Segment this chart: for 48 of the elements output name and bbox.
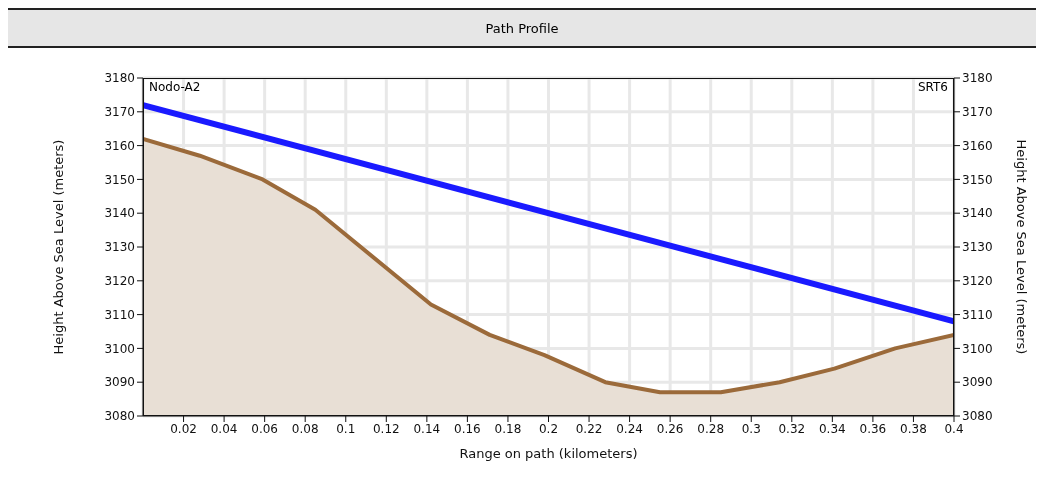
x-tick-label: 0.36 — [859, 421, 887, 436]
x-tick-label: 0.22 — [575, 421, 603, 436]
x-tick-label: 0.38 — [900, 421, 927, 436]
x-tick-label: 0.2 — [538, 421, 559, 436]
y-tick-label: 3120 — [104, 274, 135, 289]
y2-tick-label: 3180 — [962, 71, 993, 86]
y-axis-title: Height Above Sea Level (meters) — [50, 139, 66, 355]
y-tick-label: 3080 — [104, 409, 135, 424]
x-tick-label: 0.1 — [336, 421, 356, 436]
chart-title: Path Profile — [8, 8, 1036, 48]
y-tick-label: 3110 — [104, 307, 135, 322]
y-tick-label: 3180 — [104, 71, 135, 86]
y-tick-label: 3150 — [104, 172, 135, 187]
y-tick-label: 3170 — [104, 105, 135, 120]
y2-tick-label: 3120 — [962, 274, 993, 289]
x-tick-label: 0.16 — [454, 421, 481, 436]
x-tick-label: 0.04 — [210, 421, 238, 436]
x-tick-label: 0.34 — [818, 421, 846, 436]
x-tick-label: 0.08 — [291, 421, 319, 436]
y2-tick-label: 3110 — [962, 307, 993, 322]
x-tick-label: 0.4 — [944, 421, 964, 436]
y2-tick-label: 3140 — [962, 206, 993, 221]
y2-tick-label: 3170 — [962, 105, 993, 120]
annotation: Nodo-A2 — [149, 80, 201, 94]
x-tick-label: 0.24 — [616, 421, 643, 436]
x-tick-label: 0.12 — [372, 421, 400, 436]
y2-tick-label: 3080 — [962, 409, 993, 424]
x-tick-label: 0.32 — [778, 421, 806, 436]
y2-tick-label: 3160 — [962, 138, 993, 153]
x-tick-label: 0.28 — [697, 421, 725, 436]
y-tick-label: 3140 — [104, 206, 135, 221]
y-tick-label: 3090 — [104, 375, 135, 390]
y-tick-label: 3160 — [104, 138, 135, 153]
x-tick-label: 0.06 — [251, 421, 279, 436]
x-tick-label: 0.02 — [170, 421, 197, 436]
y2-tick-label: 3130 — [962, 240, 993, 255]
x-tick-label: 0.14 — [413, 421, 441, 436]
annotation: SRT6 — [916, 80, 948, 94]
x-axis-title: Range on path (kilometers) — [459, 446, 638, 461]
y2-tick-label: 3100 — [962, 341, 993, 356]
x-tick-label: 0.3 — [741, 421, 761, 436]
y2-tick-label: 3150 — [962, 172, 993, 187]
y-tick-label: 3100 — [104, 341, 135, 356]
y-tick-label: 3130 — [104, 240, 135, 255]
y2-tick-label: 3090 — [962, 375, 993, 390]
y2-axis-title: Height Above Sea Level (meters) — [1014, 139, 1030, 355]
x-tick-label: 0.26 — [656, 421, 684, 436]
x-tick-label: 0.18 — [494, 421, 522, 436]
